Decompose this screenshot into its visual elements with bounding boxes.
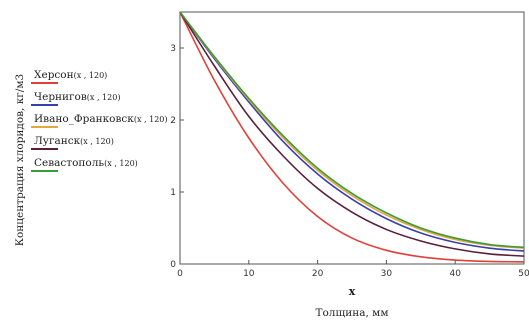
x-tick-label: 30 <box>381 269 393 279</box>
legend-label-5: Севастополь(x , 120) <box>34 157 138 169</box>
x-tick-label: 40 <box>449 269 461 279</box>
series-line-2 <box>179 11 525 252</box>
y-tick-label: 0 <box>170 260 176 270</box>
legend-label-4: Луганск(x , 120) <box>34 135 114 147</box>
legend-label-1: Херсон(x , 120) <box>34 69 107 81</box>
legend-series-name: Севастополь <box>34 157 104 169</box>
y-ticks: 0 1 2 3 <box>170 44 184 270</box>
legend-series-arg: (x , 120) <box>80 137 114 146</box>
legend-label-3: Ивано_Франковск(x , 120) <box>34 113 168 125</box>
series-line-5 <box>179 11 525 249</box>
series-lines <box>179 11 525 263</box>
x-ticks: 0 10 20 30 40 50 <box>177 260 529 279</box>
x-tick-label: 50 <box>518 269 529 279</box>
legend-series-arg: (x , 120) <box>87 93 121 102</box>
y-tick-label: 3 <box>170 44 176 54</box>
x-axis-variable: x <box>349 285 356 298</box>
x-tick-label: 0 <box>177 269 183 279</box>
legend-label-2: Чернигов(x , 120) <box>34 91 120 103</box>
legend-series-name: Херсон <box>34 69 74 81</box>
plot-area <box>179 11 525 265</box>
y-tick-label: 2 <box>170 116 176 126</box>
x-axis-title: Толщина, мм <box>315 307 388 319</box>
legend-series-arg: (x , 120) <box>104 159 138 168</box>
legend-series-arg: (x , 120) <box>134 115 168 124</box>
y-axis-title: Концентрация хлоридов, кг/м3 <box>14 74 26 246</box>
series-line-1 <box>179 11 525 263</box>
legend-series-name: Луганск <box>34 135 81 147</box>
x-tick-label: 20 <box>312 269 324 279</box>
legend-series-arg: (x , 120) <box>74 71 108 80</box>
y-tick-label: 1 <box>170 188 176 198</box>
legend-series-name: Чернигов <box>34 91 87 103</box>
series-line-4 <box>179 11 525 257</box>
x-tick-label: 10 <box>243 269 255 279</box>
legend-series-name: Ивано_Франковск <box>34 113 134 125</box>
legend: Херсон(x , 120)Чернигов(x , 120)Ивано_Фр… <box>31 69 168 172</box>
